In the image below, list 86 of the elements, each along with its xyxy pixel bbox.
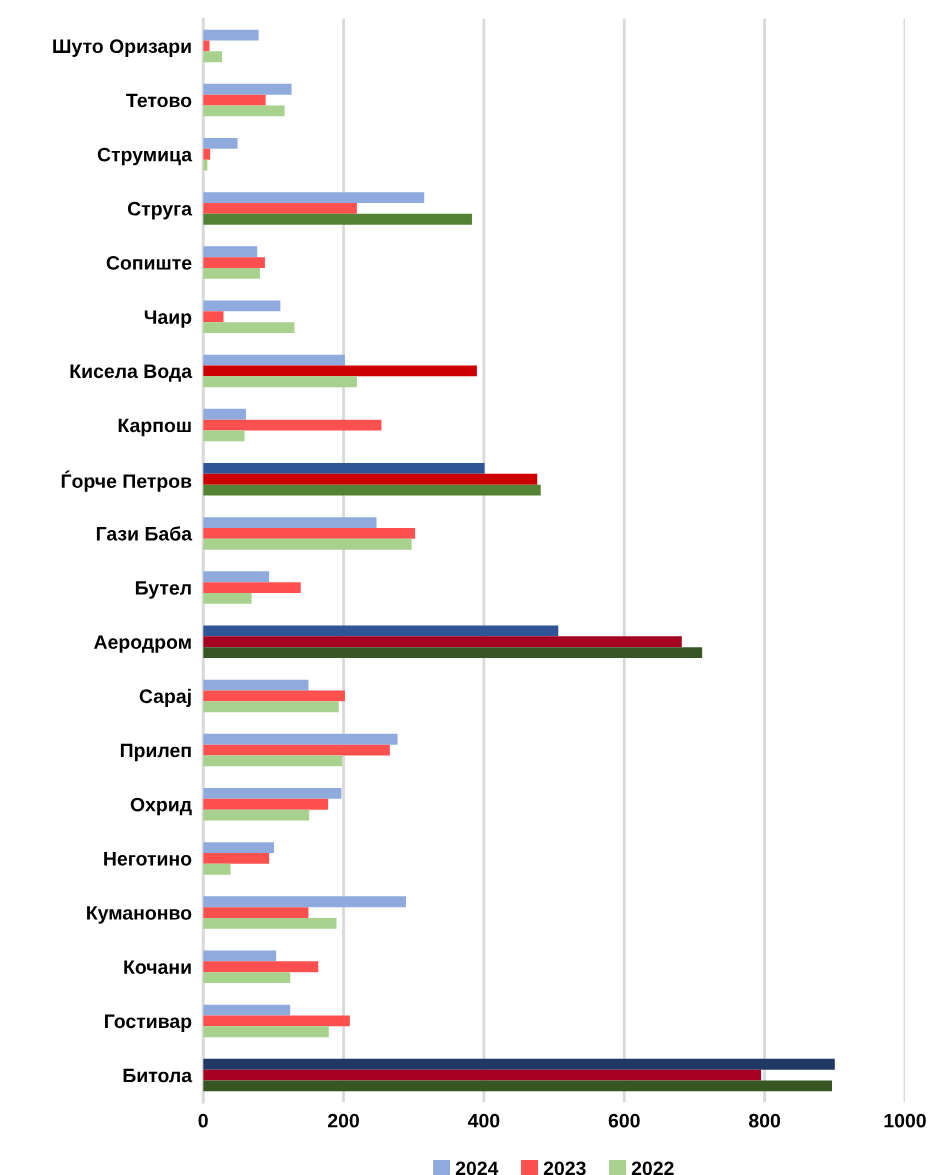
y-tick-label: Струга [127, 201, 193, 220]
bar [203, 582, 301, 593]
bar [203, 246, 258, 258]
bar [203, 137, 238, 149]
bar [203, 809, 310, 821]
bar [203, 473, 538, 485]
y-tick-label: Неготино [104, 852, 192, 866]
bar [203, 376, 357, 388]
bar [203, 430, 245, 442]
bar [203, 484, 541, 496]
y-tick-label: Прилеп [120, 743, 191, 762]
y-tick-label: Гази Баба [96, 526, 193, 541]
bar [203, 972, 291, 983]
bar [203, 625, 559, 637]
bar [203, 1058, 835, 1070]
bar [203, 419, 382, 431]
bar [203, 1069, 762, 1081]
bar [203, 267, 261, 279]
x-tick-label: 200 [327, 1113, 359, 1128]
bar [203, 798, 329, 810]
y-tick-label: Струмица [97, 147, 193, 166]
bar [203, 950, 277, 962]
y-tick-label: Сарај [139, 688, 191, 707]
bar [203, 690, 345, 702]
y-tick-label: Тетово [126, 93, 192, 108]
bar [203, 300, 281, 312]
bar [203, 647, 703, 658]
bar [203, 365, 477, 377]
bar [203, 462, 485, 474]
bar [203, 105, 285, 117]
y-tick-label: Карпош [118, 418, 191, 437]
bar [203, 787, 342, 799]
bar [203, 538, 412, 550]
bar [203, 1080, 832, 1092]
bar [203, 1015, 350, 1027]
bar [203, 917, 337, 929]
bar [203, 896, 406, 908]
bar [203, 744, 390, 756]
bar [203, 1026, 329, 1038]
bar [203, 1004, 291, 1016]
bar [203, 527, 416, 539]
y-tick-label: Бутел [135, 581, 191, 599]
bar [203, 408, 246, 420]
bar [203, 701, 339, 713]
y-tick-label: Чаир [144, 310, 192, 328]
bar [203, 29, 259, 41]
y-tick-label: Ѓорче Петров [61, 470, 192, 492]
y-tick-label: Кисела Вода [70, 364, 193, 382]
x-tick-label: 1000 [884, 1113, 926, 1128]
bar [203, 311, 224, 323]
bar [203, 755, 343, 767]
legend-label: 2022 [631, 1161, 674, 1175]
y-tick-label: Куманонво [87, 906, 192, 924]
x-tick-label: 0 [198, 1113, 208, 1128]
bar [203, 679, 309, 691]
bar [203, 257, 265, 268]
x-tick-label: 800 [749, 1113, 781, 1128]
y-tick-label: Аеродром [94, 635, 191, 653]
bar [203, 517, 377, 528]
y-tick-label: Охрид [130, 797, 192, 816]
legend-label: 2024 [455, 1161, 499, 1175]
y-tick-label: Кочани [124, 960, 191, 974]
bar [203, 202, 357, 214]
bar [203, 842, 275, 853]
bar [203, 354, 345, 366]
x-tick-label: 600 [608, 1113, 640, 1128]
bar [203, 961, 319, 973]
bar [203, 863, 231, 875]
bar [203, 83, 292, 95]
bar [203, 192, 425, 203]
y-tick-label: Битола [123, 1068, 193, 1083]
y-tick-label: Шуто Оризари [53, 39, 191, 57]
y-tick-label: Гостивар [105, 1014, 192, 1032]
bar [203, 94, 266, 106]
bar [203, 592, 252, 604]
bar [203, 852, 270, 864]
bar [203, 322, 295, 333]
bar [203, 51, 223, 63]
legend-label: 2023 [543, 1161, 586, 1175]
y-tick-label: Сопиште [106, 256, 192, 270]
bar [203, 907, 309, 918]
x-tick-label: 400 [467, 1113, 500, 1128]
bar [203, 733, 398, 745]
bar [203, 636, 682, 648]
bar [203, 213, 472, 225]
bar [203, 571, 270, 583]
